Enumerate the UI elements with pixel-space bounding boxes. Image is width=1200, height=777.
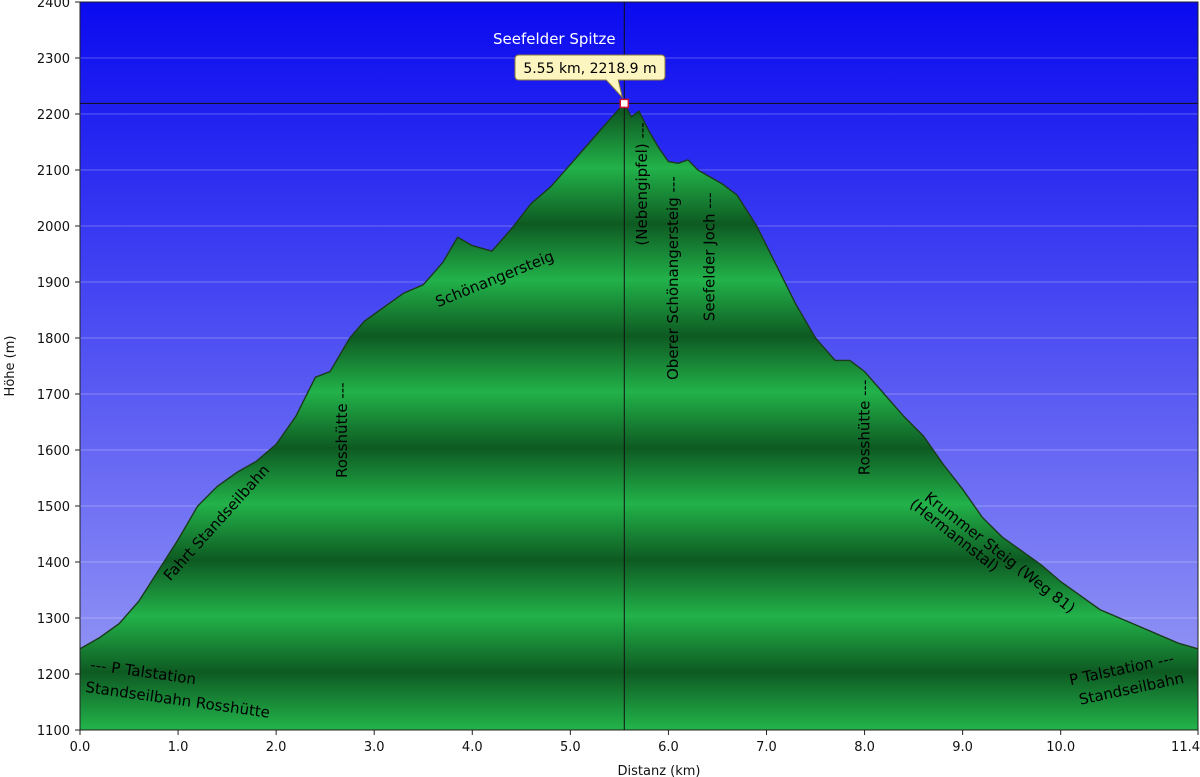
- y-tick-label: 1700: [37, 388, 70, 403]
- summit-marker[interactable]: [619, 98, 630, 109]
- x-tick-label: 6.0: [658, 740, 679, 755]
- y-tick-label: 1800: [37, 332, 70, 347]
- route-annotation: Rosshütte ---: [333, 382, 351, 478]
- route-annotation: Oberer Schönangersteig ---: [664, 176, 682, 380]
- y-tick-label: 1600: [37, 444, 70, 459]
- x-tick-label: 3.0: [364, 740, 385, 755]
- x-tick-label: 1.0: [168, 740, 189, 755]
- y-tick-label: 1100: [37, 724, 70, 739]
- y-tick-label: 1400: [37, 556, 70, 571]
- y-tick-label: 2000: [37, 220, 70, 235]
- y-tick-label: 1500: [37, 500, 70, 515]
- y-tick-label: 1300: [37, 612, 70, 627]
- y-tick-label: 1200: [37, 668, 70, 683]
- route-annotation: Seefelder Joch ---: [701, 192, 719, 321]
- tooltip-box: [514, 54, 666, 100]
- x-tick-label: 0.0: [70, 740, 91, 755]
- axes: 1100 1200 1300 1400 1500 1600 1700 1800 1900 2000…: [3, 0, 1200, 777]
- y-tick-label: 2300: [37, 52, 70, 67]
- x-tick-label: 11.4: [1171, 740, 1200, 755]
- x-tick-label: 7.0: [756, 740, 777, 755]
- y-tick-label: 1900: [37, 276, 70, 291]
- route-annotation: Rosshütte ---: [856, 380, 874, 476]
- y-tick-label: 2200: [37, 108, 70, 123]
- x-tick-label: 8.0: [854, 740, 875, 755]
- tooltip-text: 5.55 km, 2218.9 m: [523, 61, 656, 77]
- elevation-area: [80, 103, 1198, 730]
- x-tick-label: 5.0: [560, 740, 581, 755]
- route-annotation: (Nebengipfel) ---: [633, 122, 651, 245]
- x-tick-label: 10.0: [1046, 740, 1075, 755]
- summit-highlight: Seefelder Spitze 5.55 km, 2218.9 m: [80, 2, 1198, 730]
- elevation-line: [80, 102, 1198, 650]
- y-tick-label: 2100: [37, 164, 70, 179]
- x-axis-title: Distanz (km): [618, 764, 701, 777]
- x-tick-label: 2.0: [266, 740, 287, 755]
- y-tick-label: 2400: [37, 0, 70, 11]
- summit-label: Seefelder Spitze: [493, 30, 616, 48]
- y-axis-title: Höhe (m): [3, 336, 18, 397]
- x-tick-label: 4.0: [462, 740, 483, 755]
- x-tick-label: 9.0: [952, 740, 973, 755]
- plot-frame: [79, 1, 1199, 731]
